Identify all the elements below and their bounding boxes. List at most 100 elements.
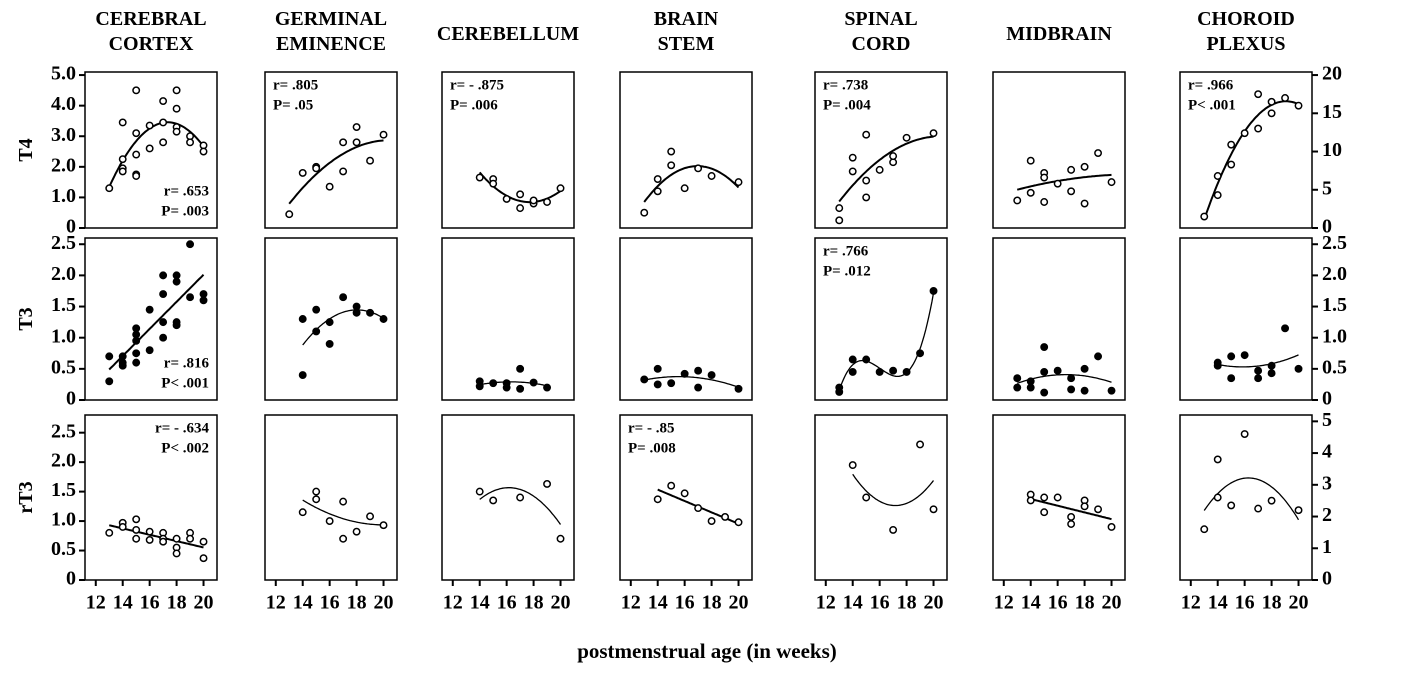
- data-point: [172, 321, 181, 330]
- data-point: [694, 366, 703, 375]
- data-point: [835, 204, 844, 213]
- data-point: [325, 517, 334, 526]
- row-label: T3: [15, 307, 37, 330]
- data-point: [734, 384, 743, 393]
- data-point: [159, 138, 168, 147]
- panel-frame: [441, 414, 575, 581]
- fit-curve: [1016, 173, 1112, 191]
- x-tick-label: 16: [675, 592, 695, 614]
- y2-tick-label: 15: [1322, 101, 1342, 123]
- data-point: [1026, 188, 1035, 197]
- data-point: [132, 324, 141, 333]
- y2-tick-label: 1.5: [1322, 294, 1347, 316]
- y-tick-label: 2.5: [51, 420, 76, 442]
- column-title: CORD: [852, 33, 911, 55]
- y-tick-label: 0.5: [51, 538, 76, 560]
- fit-curve: [852, 473, 935, 507]
- x-tick-label: 20: [729, 592, 749, 614]
- x-tick-label: 16: [320, 592, 340, 614]
- x-tick-label: 12: [1181, 592, 1201, 614]
- data-point: [132, 150, 141, 159]
- x-tick-label: 16: [140, 592, 160, 614]
- y2-tick-label: 2.5: [1322, 232, 1347, 254]
- data-point: [312, 495, 321, 504]
- data-point: [835, 216, 844, 225]
- column-title: MIDBRAIN: [1006, 23, 1112, 45]
- data-point: [352, 123, 361, 132]
- data-point: [145, 121, 154, 130]
- data-point: [556, 184, 565, 193]
- column-title: CEREBELLUM: [437, 23, 579, 45]
- data-point: [1013, 374, 1022, 383]
- data-point: [186, 293, 195, 302]
- data-point: [694, 164, 703, 173]
- x-tick-label: 14: [1021, 592, 1041, 614]
- data-point: [339, 293, 348, 302]
- x-tick-label: 12: [266, 592, 286, 614]
- x-tick-label: 14: [843, 592, 863, 614]
- data-point: [1213, 172, 1222, 180]
- data-point: [199, 290, 208, 299]
- data-point: [916, 349, 925, 358]
- data-point: [1026, 156, 1035, 165]
- data-point: [707, 371, 716, 380]
- data-point: [862, 130, 871, 139]
- column-title: CHOROID: [1197, 8, 1295, 30]
- data-point: [502, 383, 511, 392]
- data-point: [1080, 162, 1089, 171]
- data-point: [298, 508, 307, 517]
- data-point: [889, 366, 898, 375]
- data-point: [118, 361, 127, 370]
- data-point: [1080, 502, 1089, 511]
- data-point: [172, 127, 181, 136]
- data-point: [285, 210, 294, 219]
- data-point: [929, 287, 938, 295]
- data-point: [835, 387, 844, 396]
- data-point: [1040, 493, 1049, 502]
- data-point: [929, 129, 938, 138]
- panel-frame: [814, 237, 948, 401]
- y-tick-label: 2.5: [51, 232, 76, 254]
- data-point: [339, 534, 348, 543]
- y2-tick-label: 0: [1322, 216, 1332, 238]
- x-tick-label: 18: [897, 592, 917, 614]
- annotation: P< .001: [161, 375, 209, 391]
- x-tick-label: 18: [347, 592, 367, 614]
- data-point: [1040, 198, 1049, 206]
- fit-curve: [1030, 498, 1112, 521]
- fit-curve: [1203, 100, 1299, 220]
- data-point: [1067, 512, 1076, 521]
- data-point: [132, 330, 141, 339]
- data-point: [734, 178, 743, 187]
- y2-tick-label: 10: [1322, 139, 1342, 161]
- column-title: PLEXUS: [1207, 33, 1286, 55]
- data-point: [1213, 361, 1222, 370]
- panel-frame: [619, 237, 753, 401]
- annotation: P= .05: [273, 97, 313, 113]
- x-tick-label: 14: [293, 592, 313, 614]
- data-point: [475, 487, 484, 496]
- data-point: [516, 493, 525, 502]
- data-point: [1067, 374, 1076, 383]
- data-point: [1094, 352, 1103, 361]
- data-point: [516, 364, 525, 373]
- annotation: P= .003: [161, 203, 209, 219]
- fit-curve: [479, 487, 562, 525]
- x-tick-label: 20: [551, 592, 571, 614]
- data-point: [1267, 109, 1276, 118]
- data-point: [159, 333, 168, 342]
- panel-frame: [441, 71, 575, 229]
- data-point: [1080, 364, 1089, 373]
- data-point: [707, 517, 716, 526]
- data-point: [475, 173, 484, 182]
- fit-curve: [643, 165, 740, 203]
- data-point: [640, 208, 649, 217]
- data-point: [1026, 383, 1035, 392]
- data-point: [707, 172, 716, 180]
- x-tick-label: 14: [113, 592, 133, 614]
- y-tick-label: 2.0: [51, 450, 76, 472]
- data-point: [862, 493, 871, 502]
- data-point: [848, 167, 857, 176]
- panel-frame: [441, 237, 575, 401]
- x-tick-label: 20: [194, 592, 214, 614]
